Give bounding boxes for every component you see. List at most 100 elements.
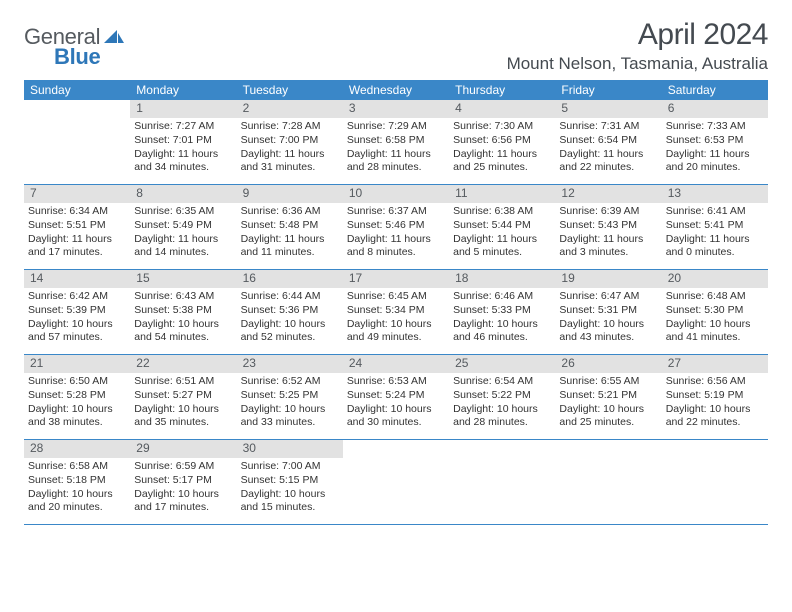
sunrise-text: Sunrise: 6:38 AM [453,205,551,219]
day-number: 27 [662,355,768,373]
sunrise-text: Sunrise: 6:51 AM [134,375,232,389]
sunrise-text: Sunrise: 6:45 AM [347,290,445,304]
weekday-saturday: Saturday [662,80,768,100]
sunset-text: Sunset: 5:46 PM [347,219,445,233]
sunset-text: Sunset: 5:43 PM [559,219,657,233]
sunset-text: Sunset: 5:39 PM [28,304,126,318]
daylight-text: Daylight: 10 hours and 57 minutes. [28,318,126,346]
title-block: April 2024 Mount Nelson, Tasmania, Austr… [507,18,768,74]
day-cell: 1Sunrise: 7:27 AMSunset: 7:01 PMDaylight… [130,100,236,184]
day-cell: 13Sunrise: 6:41 AMSunset: 5:41 PMDayligh… [662,185,768,269]
daylight-text: Daylight: 11 hours and 0 minutes. [666,233,764,261]
sunrise-text: Sunrise: 6:43 AM [134,290,232,304]
sunset-text: Sunset: 5:17 PM [134,474,232,488]
day-cell: 24Sunrise: 6:53 AMSunset: 5:24 PMDayligh… [343,355,449,439]
day-number: 10 [343,185,449,203]
day-number: 5 [555,100,661,118]
daylight-text: Daylight: 10 hours and 35 minutes. [134,403,232,431]
day-number: 11 [449,185,555,203]
day-number: 20 [662,270,768,288]
daylight-text: Daylight: 10 hours and 38 minutes. [28,403,126,431]
sunrise-text: Sunrise: 6:59 AM [134,460,232,474]
weekday-thursday: Thursday [449,80,555,100]
day-number: 16 [237,270,343,288]
daylight-text: Daylight: 11 hours and 3 minutes. [559,233,657,261]
daylight-text: Daylight: 10 hours and 20 minutes. [28,488,126,516]
sunrise-text: Sunrise: 6:37 AM [347,205,445,219]
day-cell [449,440,555,524]
day-number: 4 [449,100,555,118]
day-cell: 28 Sunrise: 6:58 AMSunset: 5:18 PMDayligh… [24,440,130,524]
sunrise-text: Sunrise: 6:52 AM [241,375,339,389]
weeks-container: 1Sunrise: 7:27 AMSunset: 7:01 PMDaylight… [24,100,768,525]
day-cell: 14Sunrise: 6:42 AMSunset: 5:39 PMDayligh… [24,270,130,354]
daylight-text: Daylight: 11 hours and 8 minutes. [347,233,445,261]
sunrise-text: Sunrise: 6:58 AM [28,460,126,474]
day-cell: 15Sunrise: 6:43 AMSunset: 5:38 PMDayligh… [130,270,236,354]
daylight-text: Daylight: 10 hours and 46 minutes. [453,318,551,346]
sunset-text: Sunset: 6:54 PM [559,134,657,148]
weekday-sunday: Sunday [24,80,130,100]
day-number: 6 [662,100,768,118]
sunrise-text: Sunrise: 6:42 AM [28,290,126,304]
sunrise-text: Sunrise: 7:33 AM [666,120,764,134]
daylight-text: Daylight: 11 hours and 25 minutes. [453,148,551,176]
day-cell: 2Sunrise: 7:28 AMSunset: 7:00 PMDaylight… [237,100,343,184]
day-cell [662,440,768,524]
week-row: 7Sunrise: 6:34 AMSunset: 5:51 PMDaylight… [24,185,768,270]
day-cell: 4Sunrise: 7:30 AMSunset: 6:56 PMDaylight… [449,100,555,184]
day-number: 3 [343,100,449,118]
weekday-wednesday: Wednesday [343,80,449,100]
sunset-text: Sunset: 6:58 PM [347,134,445,148]
sunrise-text: Sunrise: 6:35 AM [134,205,232,219]
daylight-text: Daylight: 10 hours and 54 minutes. [134,318,232,346]
day-number: 26 [555,355,661,373]
day-number: 2 [237,100,343,118]
day-number: 28 [24,440,130,458]
daylight-text: Daylight: 11 hours and 17 minutes. [28,233,126,261]
sunset-text: Sunset: 5:21 PM [559,389,657,403]
sunrise-text: Sunrise: 6:46 AM [453,290,551,304]
sunrise-text: Sunrise: 6:34 AM [28,205,126,219]
day-number: 1 [130,100,236,118]
daylight-text: Daylight: 10 hours and 15 minutes. [241,488,339,516]
daylight-text: Daylight: 10 hours and 30 minutes. [347,403,445,431]
day-cell: 16Sunrise: 6:44 AMSunset: 5:36 PMDayligh… [237,270,343,354]
day-cell: 8Sunrise: 6:35 AMSunset: 5:49 PMDaylight… [130,185,236,269]
month-title: April 2024 [507,18,768,52]
daylight-text: Daylight: 11 hours and 28 minutes. [347,148,445,176]
day-cell: 23Sunrise: 6:52 AMSunset: 5:25 PMDayligh… [237,355,343,439]
daylight-text: Daylight: 11 hours and 31 minutes. [241,148,339,176]
day-number: 13 [662,185,768,203]
daylight-text: Daylight: 10 hours and 25 minutes. [559,403,657,431]
sunrise-text: Sunrise: 6:44 AM [241,290,339,304]
sunset-text: Sunset: 5:18 PM [28,474,126,488]
day-cell: 17Sunrise: 6:45 AMSunset: 5:34 PMDayligh… [343,270,449,354]
day-number: 29 [130,440,236,458]
day-cell: 29Sunrise: 6:59 AMSunset: 5:17 PMDayligh… [130,440,236,524]
logo: General Blue [24,24,127,50]
sunset-text: Sunset: 5:31 PM [559,304,657,318]
day-cell: 7Sunrise: 6:34 AMSunset: 5:51 PMDaylight… [24,185,130,269]
sunrise-text: Sunrise: 6:41 AM [666,205,764,219]
sunrise-text: Sunrise: 7:00 AM [241,460,339,474]
sunset-text: Sunset: 5:28 PM [28,389,126,403]
day-cell: 25Sunrise: 6:54 AMSunset: 5:22 PMDayligh… [449,355,555,439]
week-row: 1Sunrise: 7:27 AMSunset: 7:01 PMDaylight… [24,100,768,185]
sunset-text: Sunset: 5:33 PM [453,304,551,318]
day-cell [343,440,449,524]
daylight-text: Daylight: 11 hours and 34 minutes. [134,148,232,176]
day-number: 8 [130,185,236,203]
day-cell: 12Sunrise: 6:39 AMSunset: 5:43 PMDayligh… [555,185,661,269]
sunrise-text: Sunrise: 6:55 AM [559,375,657,389]
day-cell: 19Sunrise: 6:47 AMSunset: 5:31 PMDayligh… [555,270,661,354]
day-cell: 21Sunrise: 6:50 AMSunset: 5:28 PMDayligh… [24,355,130,439]
day-number: 7 [24,185,130,203]
day-cell: 22Sunrise: 6:51 AMSunset: 5:27 PMDayligh… [130,355,236,439]
sunset-text: Sunset: 5:27 PM [134,389,232,403]
sunrise-text: Sunrise: 6:39 AM [559,205,657,219]
sunrise-text: Sunrise: 6:47 AM [559,290,657,304]
sunset-text: Sunset: 5:15 PM [241,474,339,488]
calendar-grid: Sunday Monday Tuesday Wednesday Thursday… [24,80,768,525]
day-cell: 6Sunrise: 7:33 AMSunset: 6:53 PMDaylight… [662,100,768,184]
